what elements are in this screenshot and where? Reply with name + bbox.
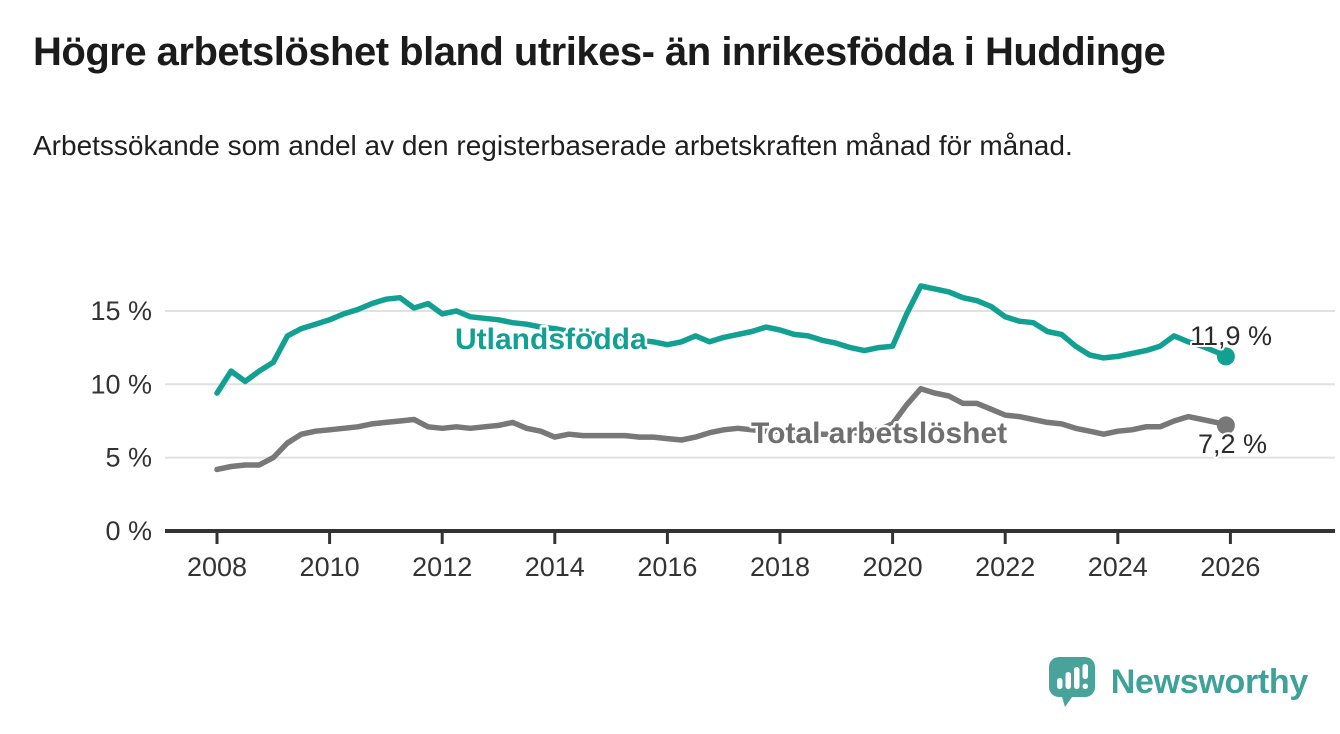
- series-label-utlandsf-dda: Utlandsfödda: [455, 323, 647, 356]
- series-line-total-arbetsl-shet: [214, 385, 1229, 473]
- y-tick-label-0: 0 %: [105, 516, 152, 546]
- x-tick-label-2024: 2024: [1088, 552, 1148, 582]
- axes: 0 % 5 % 10 % 15 % 2008 2010 2012 2014 2016 2018 20…: [90, 296, 1335, 582]
- chart-subtitle: Arbetssökande som andel av den registerb…: [33, 130, 1073, 161]
- series-line-utlandsf-dda: [214, 283, 1229, 396]
- series-end-dot-total-arbetsl-shet: [1216, 416, 1235, 435]
- x-tick-label-2020: 2020: [863, 552, 923, 582]
- x-tick-label-2026: 2026: [1200, 552, 1260, 582]
- x-tick-label-2008: 2008: [187, 552, 247, 582]
- x-tick-label-2016: 2016: [637, 552, 697, 582]
- x-tick-label-2022: 2022: [975, 552, 1035, 582]
- y-tick-label-15: 15 %: [90, 296, 152, 326]
- speech-bubble-chart-icon: [1048, 657, 1095, 707]
- series-lines: [214, 283, 1235, 473]
- series-labels: Utlandsfödda 11,9 % Total arbetslöshet 7,2 …: [453, 319, 1275, 461]
- x-tick-label-2018: 2018: [750, 552, 810, 582]
- newsworthy-brand: Newsworthy: [1048, 656, 1308, 708]
- newsworthy-logo-icon: [1048, 656, 1098, 708]
- x-tick-label-2014: 2014: [525, 552, 585, 582]
- page-title: Högre arbetslöshet bland utrikes- än inr…: [33, 30, 1166, 74]
- series-label-total-arbetsl-shet: Total arbetslöshet: [751, 417, 1007, 450]
- newsworthy-logo-text: Newsworthy: [1110, 662, 1309, 701]
- y-tick-label-5: 5 %: [105, 443, 152, 473]
- end-value-label-total-arbetsl-shet: 7,2 %: [1198, 429, 1267, 459]
- series-end-dot-utlandsf-dda: [1216, 347, 1235, 366]
- x-tick-label-2010: 2010: [300, 552, 360, 582]
- y-tick-label-10: 10 %: [90, 369, 152, 399]
- end-value-label-utlandsf-dda: 11,9 %: [1190, 321, 1272, 351]
- x-tick-label-2012: 2012: [412, 552, 472, 582]
